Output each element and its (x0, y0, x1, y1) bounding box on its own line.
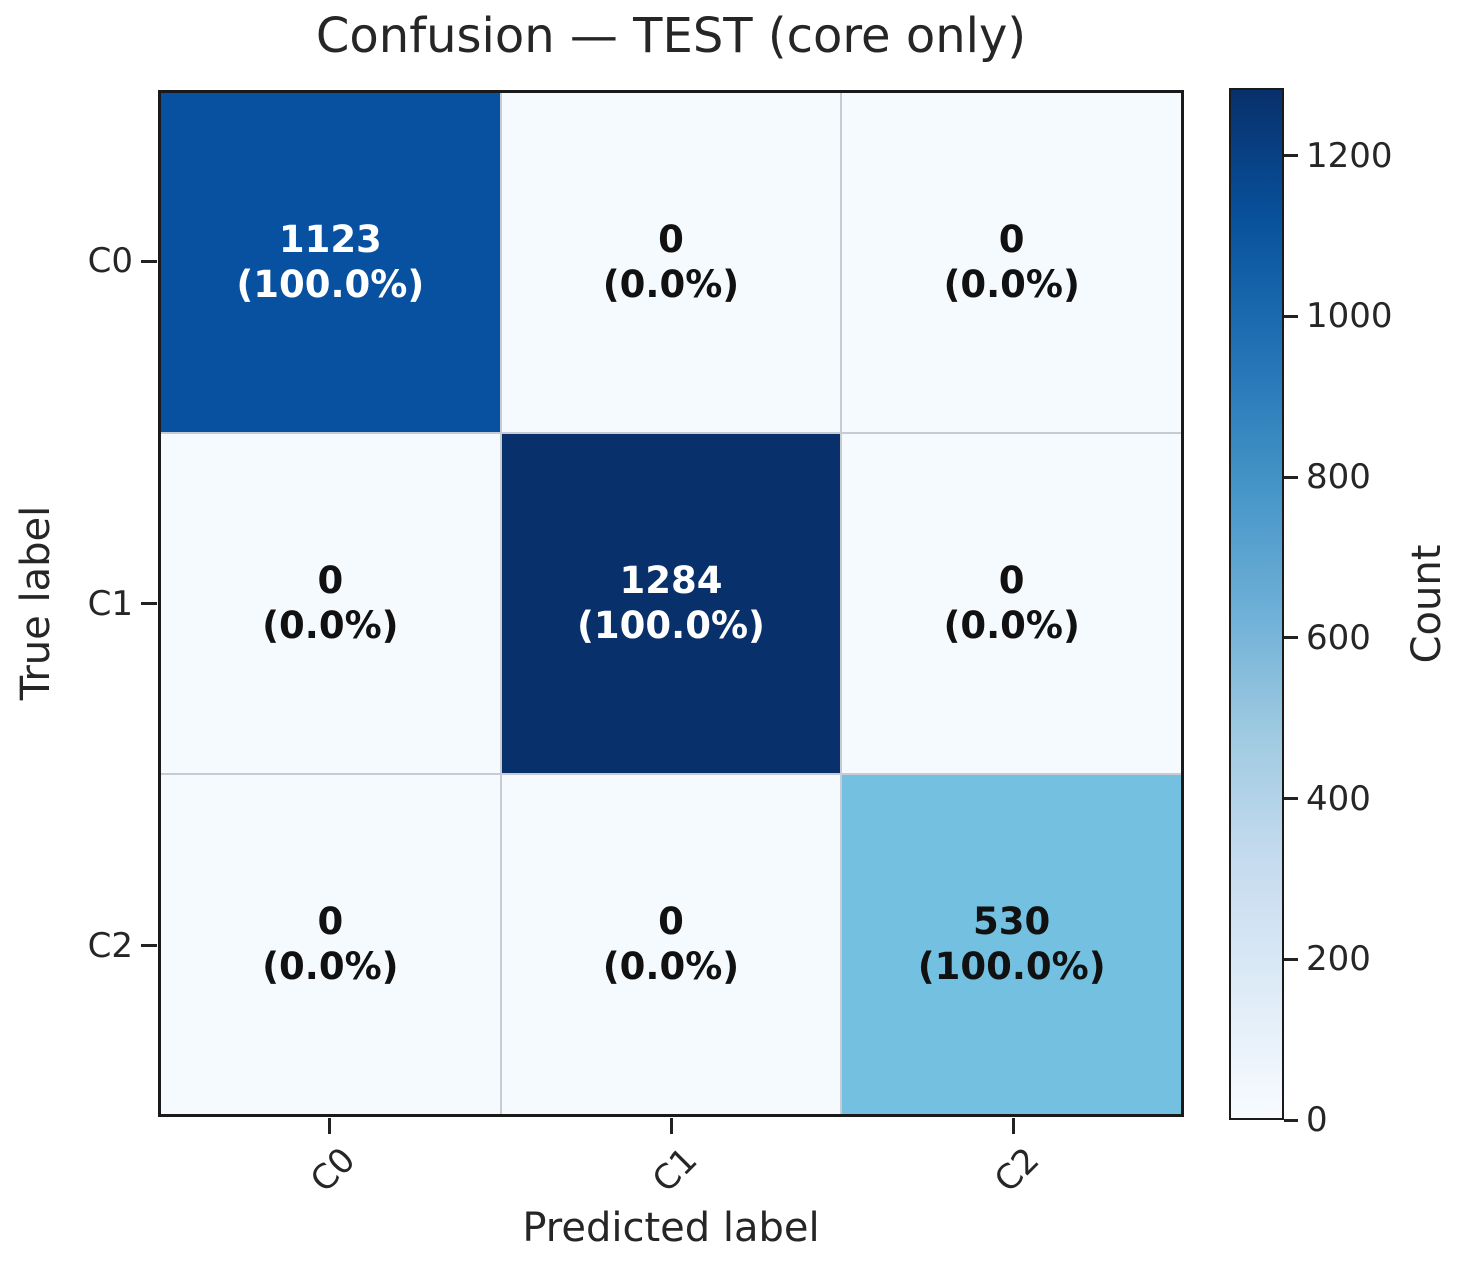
cell-count: 1123 (278, 218, 382, 262)
matrix-cell-r1c1: 1284 (100.0%) (501, 434, 841, 773)
x-axis-label: Predicted label (522, 1205, 820, 1251)
cell-count: 0 (998, 218, 1025, 262)
cell-percent: (100.0%) (917, 944, 1106, 988)
colorbar-tick-label-600: 600 (1306, 617, 1371, 658)
colorbar-tick-label-0: 0 (1306, 1100, 1328, 1140)
cell-percent: (0.0%) (943, 603, 1080, 647)
cell-count: 0 (317, 559, 344, 603)
y-tick-mark (141, 944, 157, 948)
colorbar-tick-mark (1284, 1118, 1298, 1122)
x-tick-mark (327, 1118, 331, 1134)
cell-percent: (0.0%) (262, 944, 399, 988)
colorbar-label: Count (1404, 544, 1450, 664)
colorbar-tick-label-400: 400 (1306, 778, 1371, 819)
matrix-cell-r2c2: 530 (100.0%) (842, 775, 1181, 1114)
matrix-cell-r0c2: 0 (0.0%) (842, 93, 1181, 432)
chart-title: Confusion — TEST (core only) (315, 8, 1027, 64)
cell-percent: (0.0%) (602, 262, 740, 306)
colorbar-tick-label-1200: 1200 (1306, 135, 1393, 176)
cell-percent: (100.0%) (236, 262, 425, 306)
x-tick-mark (669, 1118, 673, 1134)
cell-percent: (0.0%) (943, 262, 1080, 306)
matrix-cell-r0c0: 1123 (100.0%) (161, 93, 500, 432)
colorbar-tick-mark (1284, 797, 1298, 800)
cell-count: 1284 (619, 559, 723, 603)
y-tick-label-C1: C1 (87, 583, 133, 624)
y-tick-label-C0: C0 (87, 241, 133, 282)
matrix-cell-r2c1: 0 (0.0%) (501, 775, 841, 1114)
matrix-cell-r1c2: 0 (0.0%) (842, 434, 1181, 773)
cell-count: 0 (317, 900, 344, 944)
colorbar-tick-mark (1284, 636, 1298, 640)
cell-count: 0 (658, 900, 684, 944)
y-tick-mark (141, 259, 157, 263)
cell-count: 0 (658, 218, 684, 262)
cell-percent: (100.0%) (577, 603, 765, 647)
confusion-matrix: 1123 (100.0%) 0 (0.0%) 0 (0.0%) 0 (0.0%) 1284 (10… (158, 90, 1184, 1117)
colorbar-tick-mark (1284, 154, 1298, 157)
colorbar-tick-mark (1284, 314, 1298, 318)
colorbar-tick-mark (1284, 475, 1298, 479)
colorbar-tick-label-1000: 1000 (1306, 296, 1393, 337)
y-tick-label-C2: C2 (87, 925, 133, 966)
y-tick-mark (141, 602, 157, 605)
matrix-cell-r0c1: 0 (0.0%) (501, 93, 841, 432)
cell-percent: (0.0%) (262, 603, 399, 647)
matrix-cell-r2c0: 0 (0.0%) (161, 775, 500, 1114)
cell-percent: (0.0%) (602, 944, 740, 988)
colorbar-tick-label-800: 800 (1306, 457, 1371, 497)
x-tick-mark (1011, 1118, 1015, 1134)
cell-count: 530 (973, 900, 1051, 944)
y-axis-label: True label (13, 505, 59, 701)
colorbar-tick-mark (1284, 957, 1298, 961)
colorbar-tick-label-200: 200 (1306, 939, 1371, 980)
matrix-cell-r1c0: 0 (0.0%) (161, 434, 500, 773)
cell-count: 0 (998, 559, 1025, 603)
colorbar (1229, 88, 1284, 1120)
